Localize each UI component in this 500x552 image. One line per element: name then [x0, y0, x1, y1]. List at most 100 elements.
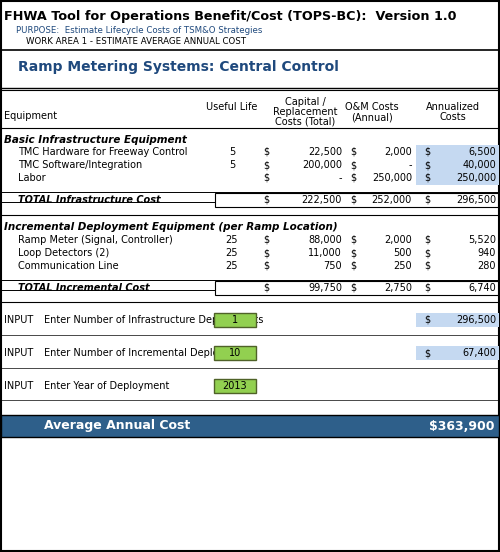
Text: 280: 280 [478, 261, 496, 271]
Text: Useful Life: Useful Life [206, 102, 258, 112]
Text: 250,000: 250,000 [372, 173, 412, 183]
Text: $: $ [424, 160, 430, 170]
Text: $: $ [424, 315, 430, 325]
Text: 750: 750 [324, 261, 342, 271]
Bar [215, 193, 498, 207]
Text: $: $ [424, 261, 430, 271]
Text: INPUT: INPUT [4, 381, 33, 391]
Text: 5,520: 5,520 [468, 235, 496, 245]
Text: 6,740: 6,740 [468, 283, 496, 293]
Text: INPUT: INPUT [4, 315, 33, 325]
Text: Loop Detectors (2): Loop Detectors (2) [18, 248, 109, 258]
Text: Costs: Costs [440, 112, 466, 122]
Text: $: $ [424, 173, 430, 183]
Text: 11,000: 11,000 [308, 248, 342, 258]
Text: Capital /: Capital / [284, 97, 326, 107]
Text: 2,000: 2,000 [384, 235, 412, 245]
Text: 22,500: 22,500 [308, 147, 342, 157]
Text: $: $ [424, 195, 430, 205]
Text: FHWA Tool for Operations Benefit/Cost (TOPS-BC):  Version 1.0: FHWA Tool for Operations Benefit/Cost (T… [4, 10, 456, 23]
Bar [416, 145, 499, 159]
Text: 67,400: 67,400 [462, 348, 496, 358]
Text: Costs (Total): Costs (Total) [275, 117, 335, 127]
Text: $: $ [263, 147, 269, 157]
Text: 88,000: 88,000 [308, 235, 342, 245]
Bar [416, 346, 499, 360]
Text: Labor: Labor [18, 173, 46, 183]
Text: 296,500: 296,500 [456, 315, 496, 325]
Text: $: $ [350, 195, 356, 205]
Text: $: $ [263, 261, 269, 271]
Text: 5: 5 [229, 147, 235, 157]
Text: Enter Number of Incremental Deployments: Enter Number of Incremental Deployments [44, 348, 255, 358]
Text: Annualized: Annualized [426, 102, 480, 112]
Text: Ramp Meter (Signal, Controller): Ramp Meter (Signal, Controller) [18, 235, 173, 245]
Text: $: $ [263, 283, 269, 293]
Text: $: $ [350, 235, 356, 245]
Text: Incremental Deployment Equipment (per Ramp Location): Incremental Deployment Equipment (per Ra… [4, 222, 338, 232]
Text: Average Annual Cost: Average Annual Cost [44, 420, 190, 433]
Text: -: - [338, 173, 342, 183]
Text: $: $ [350, 261, 356, 271]
Text: 5: 5 [229, 160, 235, 170]
Text: $: $ [424, 147, 430, 157]
Text: O&M Costs: O&M Costs [345, 102, 399, 112]
Bar [416, 171, 499, 185]
Text: $: $ [350, 147, 356, 157]
Text: 500: 500 [394, 248, 412, 258]
Text: 40,000: 40,000 [462, 160, 496, 170]
Text: 296,500: 296,500 [456, 195, 496, 205]
Text: 252,000: 252,000 [372, 195, 412, 205]
Text: 99,750: 99,750 [308, 283, 342, 293]
Text: $: $ [350, 160, 356, 170]
Text: Enter Number of Infrastructure Deployments: Enter Number of Infrastructure Deploymen… [44, 315, 264, 325]
Bar [416, 313, 499, 327]
Bar [1, 415, 499, 437]
Text: 2013: 2013 [222, 381, 248, 391]
Text: $: $ [424, 348, 430, 358]
Text: $: $ [424, 283, 430, 293]
Text: 2,000: 2,000 [384, 147, 412, 157]
Text: $: $ [350, 283, 356, 293]
Text: $: $ [424, 248, 430, 258]
Text: TMC Hardware for Freeway Control: TMC Hardware for Freeway Control [18, 147, 188, 157]
Text: $: $ [263, 160, 269, 170]
Text: 200,000: 200,000 [302, 160, 342, 170]
Text: 1: 1 [232, 315, 238, 325]
Text: Enter Year of Deployment: Enter Year of Deployment [44, 381, 170, 391]
Text: Ramp Metering Systems: Central Control: Ramp Metering Systems: Central Control [18, 60, 339, 74]
Text: 25: 25 [226, 235, 238, 245]
Bar [214, 346, 256, 360]
Text: PURPOSE:  Estimate Lifecycle Costs of TSM&O Strategies: PURPOSE: Estimate Lifecycle Costs of TSM… [16, 26, 262, 35]
Text: Equipment: Equipment [4, 111, 57, 121]
Text: $: $ [263, 173, 269, 183]
Text: Communication Line: Communication Line [18, 261, 118, 271]
Text: $: $ [263, 195, 269, 205]
Text: 250,000: 250,000 [456, 173, 496, 183]
Text: 222,500: 222,500 [302, 195, 342, 205]
Text: 25: 25 [226, 248, 238, 258]
Bar [215, 281, 498, 295]
Text: (Annual): (Annual) [351, 112, 393, 122]
Text: TOTAL Infrastructure Cost: TOTAL Infrastructure Cost [18, 195, 161, 205]
Text: $363,900: $363,900 [430, 420, 495, 433]
Text: TOTAL Incremental Cost: TOTAL Incremental Cost [18, 283, 150, 293]
Bar [214, 379, 256, 393]
Text: -: - [408, 160, 412, 170]
Text: $: $ [424, 235, 430, 245]
Text: 940: 940 [478, 248, 496, 258]
Text: $: $ [263, 248, 269, 258]
Text: $: $ [263, 235, 269, 245]
Text: WORK AREA 1 - ESTIMATE AVERAGE ANNUAL COST: WORK AREA 1 - ESTIMATE AVERAGE ANNUAL CO… [26, 37, 246, 46]
Text: INPUT: INPUT [4, 348, 33, 358]
Bar [214, 313, 256, 327]
Text: 6,500: 6,500 [468, 147, 496, 157]
Text: TMC Software/Integration: TMC Software/Integration [18, 160, 142, 170]
Text: Basic Infrastructure Equipment: Basic Infrastructure Equipment [4, 135, 187, 145]
Text: Replacement: Replacement [273, 107, 337, 117]
Text: 10: 10 [229, 348, 241, 358]
Text: $: $ [350, 173, 356, 183]
Text: $: $ [350, 248, 356, 258]
Text: 250: 250 [394, 261, 412, 271]
Bar [416, 158, 499, 172]
